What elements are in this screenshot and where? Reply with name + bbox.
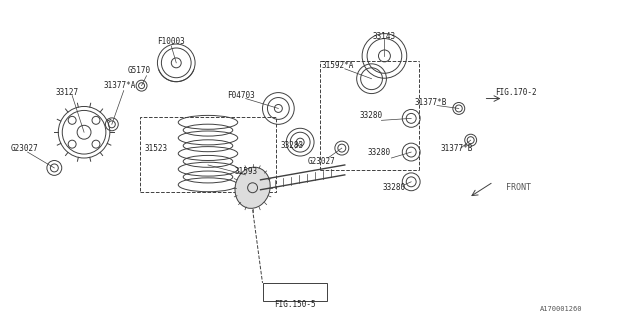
Text: 33280: 33280 [368,148,391,156]
Text: G23027: G23027 [308,157,336,166]
Bar [262,283,327,301]
Text: 31592*A: 31592*A [322,61,354,70]
Text: 31593: 31593 [234,167,257,176]
Bar [140,117,276,192]
Text: A170001260: A170001260 [540,306,582,312]
Text: 31377*B: 31377*B [415,98,447,107]
Text: F10003: F10003 [157,36,185,45]
Text: FIG.170-2: FIG.170-2 [495,88,537,97]
Text: 33283: 33283 [281,140,304,150]
Text: 31523: 31523 [145,144,168,153]
Text: G23027: G23027 [11,144,38,153]
Text: F04703: F04703 [227,91,255,100]
Text: 31377*A: 31377*A [104,81,136,90]
Text: 31377*B: 31377*B [440,144,473,153]
Text: FRONT: FRONT [506,183,531,192]
Text: G5170: G5170 [128,66,151,75]
Text: 33280: 33280 [360,111,383,120]
Text: FIG.150-5: FIG.150-5 [275,300,316,309]
Ellipse shape [235,167,270,208]
Text: 33143: 33143 [373,32,396,41]
Text: 33280: 33280 [383,183,406,192]
Text: 33127: 33127 [56,88,79,97]
